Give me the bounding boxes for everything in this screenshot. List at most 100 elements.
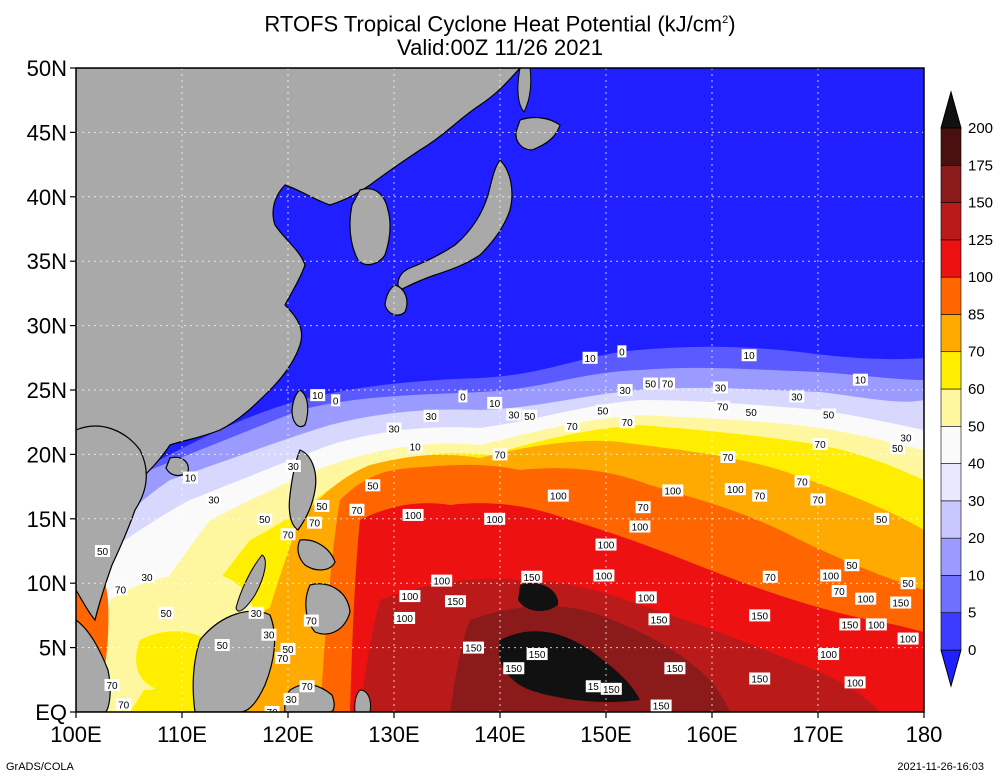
colorbar-label: 85 <box>968 306 985 323</box>
map-valid-time: Valid:00Z 11/26 2021 <box>397 35 603 60</box>
contour-label: 70 <box>567 422 579 433</box>
contour-label-bg <box>394 611 416 624</box>
contour-label: 70 <box>494 450 506 461</box>
contour-label: 50 <box>903 579 915 590</box>
contour-label: 30 <box>288 462 300 473</box>
colorbar-label: 20 <box>968 530 985 547</box>
contour-label: 100 <box>857 595 874 606</box>
contour-label: 30 <box>620 386 632 397</box>
contour-label: 100 <box>868 620 885 631</box>
contour-label-bg <box>643 377 659 390</box>
colorbar-label: 50 <box>968 418 985 435</box>
contour-label-bg <box>890 596 912 609</box>
land-japan-hokkaido <box>515 116 561 151</box>
contour-label: 150 <box>667 664 684 675</box>
contour-label-bg <box>303 614 319 627</box>
land-halmahera <box>354 689 371 712</box>
contour-label-bg <box>741 349 757 362</box>
colorbar-segment <box>940 575 962 614</box>
colorbar-segment <box>940 202 962 241</box>
land-korea <box>349 188 391 266</box>
lat-tick-label: 40N <box>27 185 67 210</box>
contour-label-bg <box>585 680 601 693</box>
contour-label: 30 <box>508 410 520 421</box>
contour-label: 50 <box>846 561 858 572</box>
contour-label: 100 <box>402 592 419 603</box>
lon-tick-label: 130E <box>368 722 419 747</box>
contour-label-bg <box>506 408 522 421</box>
contour-label: 10 <box>489 399 501 410</box>
contour-label: 10 <box>585 354 597 365</box>
contour-label: 30 <box>388 425 400 436</box>
colorbar-label: 125 <box>968 232 993 249</box>
contour-label: 150 <box>892 599 909 610</box>
contour-label-bg <box>664 662 686 675</box>
contour-label-bg <box>712 381 728 394</box>
contour-label-bg <box>897 632 919 645</box>
colorbar-segment <box>940 463 962 502</box>
contour-label: 70 <box>267 708 279 719</box>
contour-label-bg <box>399 590 421 603</box>
lat-tick-label: 25N <box>27 378 67 403</box>
contour-label-bg <box>526 648 548 661</box>
colorbar-label: 5 <box>968 605 976 622</box>
contour-label-bg <box>595 538 617 551</box>
lon-tick-label: 180 <box>906 722 943 747</box>
contour-label-bg <box>458 390 468 403</box>
colorbar-segment <box>940 537 962 576</box>
contour-label-bg <box>839 618 861 631</box>
contour-label: 70 <box>306 617 318 628</box>
colorbar-label: 150 <box>968 195 993 212</box>
land-borneo <box>192 610 276 712</box>
contour-label: 10 <box>185 474 197 485</box>
contour-label-bg <box>762 570 778 583</box>
contour-label: 30 <box>715 383 727 394</box>
lon-tick-label: 140E <box>474 722 525 747</box>
colorbar-label: 40 <box>968 456 985 473</box>
contour-label-bg <box>386 422 402 435</box>
lat-tick-label: 15N <box>27 507 67 532</box>
contour-label: 0 <box>333 396 339 407</box>
contour-label-bg <box>810 493 826 506</box>
contour-label: 15 <box>588 682 600 693</box>
contour-label-bg <box>900 577 916 590</box>
contour-label-bg <box>749 609 771 622</box>
contour-label-bg <box>521 570 543 583</box>
contour-label-bg <box>650 699 672 712</box>
contour-label: 150 <box>523 573 540 584</box>
contour-label: 150 <box>447 597 464 608</box>
colorbar: 0 5 10 20 30 40 50 60 70 85 100 125 150 175 200 <box>940 90 993 688</box>
contour-label: 70 <box>302 682 314 693</box>
colorbar-segment <box>940 239 962 278</box>
contour-label-bg <box>831 584 847 597</box>
colorbar-segment <box>940 164 962 203</box>
contour-label-bg <box>104 678 120 691</box>
lon-tick-label: 120E <box>262 722 313 747</box>
contour-label: 70 <box>638 503 650 514</box>
lon-tick-label: 100E <box>50 722 101 747</box>
contour-label-bg <box>662 484 684 497</box>
colorbar-segment <box>940 127 962 166</box>
contour-label-bg <box>261 628 277 641</box>
contour-label: 70 <box>662 380 674 391</box>
contour-label: 30 <box>141 573 153 584</box>
map-title: RTOFS Tropical Cyclone Heat Potential (k… <box>264 11 736 37</box>
contour-label-bg <box>821 408 837 421</box>
contour-label-bg <box>890 441 905 454</box>
contour-label-bg <box>547 489 569 502</box>
contour-label-bg <box>715 400 731 413</box>
contour-label: 50 <box>316 502 328 513</box>
contour-label-bg <box>635 591 657 604</box>
contour-label-bg <box>402 508 424 521</box>
contour-label: 100 <box>820 650 837 661</box>
contour-label-bg <box>752 489 768 502</box>
contour-label: 70 <box>722 453 734 464</box>
land-indochina <box>76 425 147 622</box>
contour-label-bg <box>280 528 296 541</box>
contour-label-bg <box>720 450 736 463</box>
lat-tick-label: 50N <box>27 56 67 81</box>
lat-tick-label: 20N <box>27 442 67 467</box>
band-200-plus <box>518 582 559 612</box>
contour-label-bg <box>116 698 132 711</box>
contour-label: 50 <box>746 408 758 419</box>
